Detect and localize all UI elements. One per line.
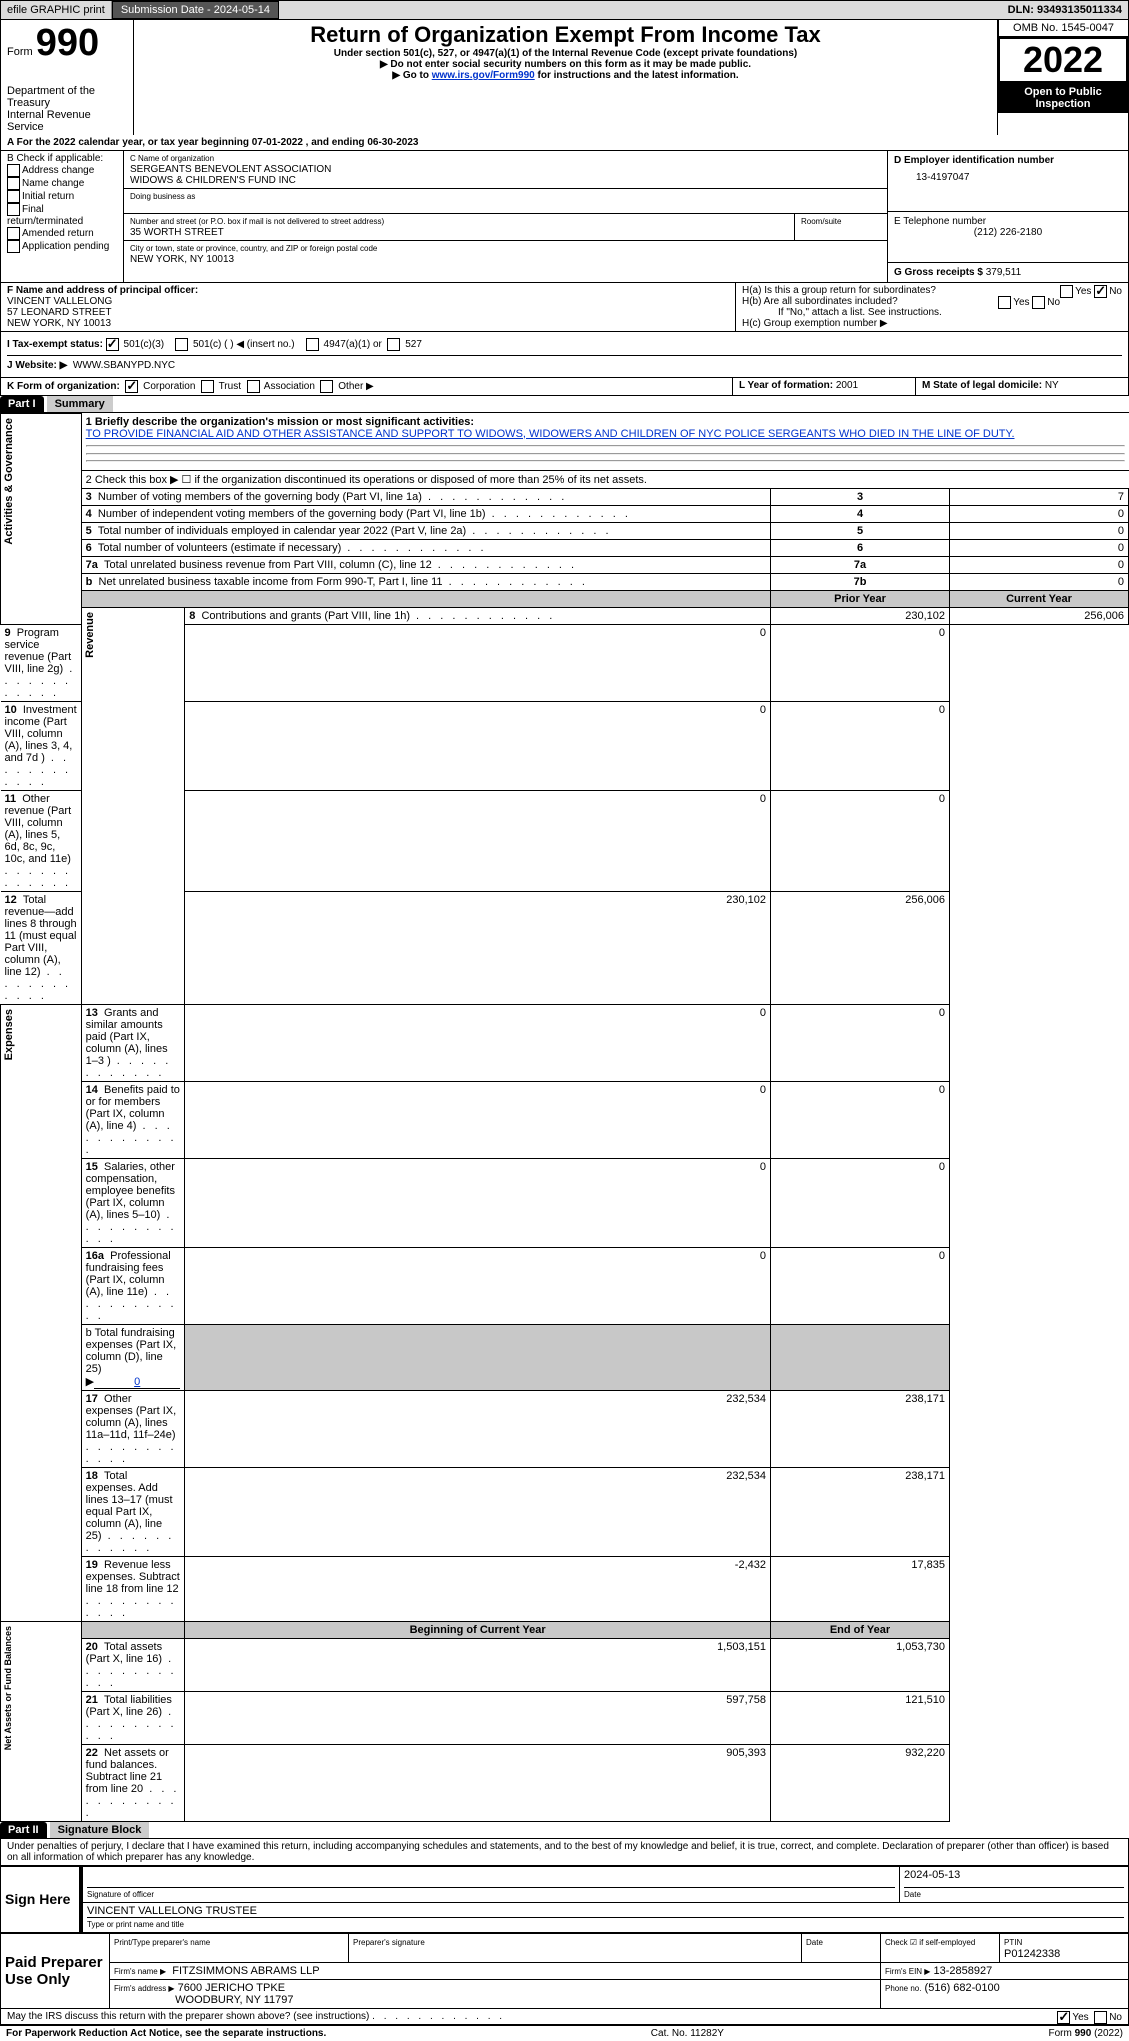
submission-date-button[interactable]: Submission Date - 2024-05-14 bbox=[112, 1, 279, 19]
gross-value: 379,511 bbox=[986, 267, 1021, 278]
preparer-table: Paid Preparer Use Only Print/Type prepar… bbox=[0, 1933, 1129, 2009]
l2: 2 Check this box ▶ ☐ if the organization… bbox=[81, 470, 1128, 488]
form-number: 990 bbox=[36, 22, 99, 64]
part1-hdr: Part I bbox=[0, 396, 44, 412]
sign-here-table: Sign Here Signature of officer 2024-05-1… bbox=[0, 1866, 1129, 1933]
discuss-label: May the IRS discuss this return with the… bbox=[7, 2011, 369, 2022]
c-name-label: C Name of organization bbox=[130, 154, 214, 163]
check-final[interactable] bbox=[7, 203, 20, 216]
check-amended[interactable] bbox=[7, 227, 20, 240]
ein-value: 13-4197047 bbox=[894, 166, 1122, 183]
inspect-1: Open to Public bbox=[1001, 86, 1125, 98]
gross-label: G Gross receipts $ bbox=[894, 267, 983, 278]
i-527[interactable] bbox=[387, 338, 400, 351]
side-ag: Activities & Governance bbox=[1, 414, 17, 549]
firm-name: FITZSIMMONS ABRAMS LLP bbox=[172, 1965, 319, 1977]
prep-phone: (516) 682-0100 bbox=[925, 1982, 1000, 1994]
form-header: Form 990 Department of the Treasury Inte… bbox=[0, 20, 1129, 135]
omb-label: OMB No. 1545-0047 bbox=[998, 20, 1128, 37]
street-label: Number and street (or P.O. box if mail i… bbox=[130, 217, 384, 226]
subtitle-3-pre: ▶ Go to bbox=[392, 70, 431, 81]
l1-label: 1 Briefly describe the organization's mi… bbox=[86, 416, 474, 428]
j-label: J Website: ▶ bbox=[7, 360, 67, 371]
dept-label: Department of the Treasury bbox=[7, 85, 127, 109]
inspect-2: Inspection bbox=[1001, 98, 1125, 110]
tax-year: 2022 bbox=[998, 37, 1128, 83]
footer: For Paperwork Reduction Act Notice, see … bbox=[0, 2025, 1129, 2041]
f-label: F Name and address of principal officer: bbox=[7, 285, 198, 296]
k-trust[interactable] bbox=[201, 380, 214, 393]
irs-label: Internal Revenue Service bbox=[7, 109, 127, 133]
dln-label: DLN: 93493135011334 bbox=[1008, 4, 1128, 16]
side-rev: Revenue bbox=[82, 608, 98, 662]
side-exp: Expenses bbox=[1, 1005, 17, 1064]
subtitle-1: Under section 501(c), 527, or 4947(a)(1)… bbox=[140, 48, 991, 59]
line-a: A For the 2022 calendar year, or tax yea… bbox=[0, 135, 1129, 151]
part1-title: Summary bbox=[47, 396, 113, 412]
subtitle-2: ▶ Do not enter social security numbers o… bbox=[140, 59, 991, 70]
room-label: Room/suite bbox=[801, 217, 841, 226]
website-value: WWW.SBANYPD.NYC bbox=[73, 360, 175, 371]
i-501c[interactable] bbox=[175, 338, 188, 351]
part1-table: Activities & Governance 1 Briefly descri… bbox=[0, 413, 1129, 1822]
footer-center: Cat. No. 11282Y bbox=[651, 2028, 724, 2039]
k-label: K Form of organization: bbox=[7, 381, 120, 392]
part2-hdr: Part II bbox=[0, 1822, 47, 1838]
ha-label: H(a) Is this a group return for subordin… bbox=[742, 285, 936, 296]
sign-here-label: Sign Here bbox=[5, 1891, 70, 1907]
city-value: NEW YORK, NY 10013 bbox=[130, 254, 234, 265]
top-bar: efile GRAPHIC print Submission Date - 20… bbox=[0, 0, 1129, 20]
firm-ein: 13-2858927 bbox=[934, 1965, 993, 1977]
form-prefix: Form bbox=[7, 46, 33, 58]
k-other[interactable] bbox=[320, 380, 333, 393]
check-pending[interactable] bbox=[7, 240, 20, 253]
footer-left: For Paperwork Reduction Act Notice, see … bbox=[6, 2028, 326, 2039]
ha-yes[interactable] bbox=[1060, 285, 1073, 298]
org-name-1: SERGEANTS BENEVOLENT ASSOCIATION bbox=[130, 164, 331, 175]
check-address[interactable] bbox=[7, 164, 20, 177]
state-domicile: NY bbox=[1045, 380, 1059, 391]
dba-label: Doing business as bbox=[130, 192, 195, 201]
declaration: Under penalties of perjury, I declare th… bbox=[0, 1839, 1129, 1866]
check-initial[interactable] bbox=[7, 190, 20, 203]
hb-yes[interactable] bbox=[998, 296, 1011, 309]
hb-label: H(b) Are all subordinates included? bbox=[742, 296, 898, 307]
phone-label: E Telephone number bbox=[894, 216, 1122, 227]
street-value: 35 WORTH STREET bbox=[130, 227, 224, 238]
irs-link[interactable]: www.irs.gov/Form990 bbox=[432, 70, 535, 81]
paid-prep-label: Paid Preparer Use Only bbox=[5, 1954, 103, 1988]
block-b-label: B Check if applicable: bbox=[7, 153, 117, 164]
officer-name: VINCENT VALLELONG bbox=[7, 296, 729, 307]
i-501c3[interactable] bbox=[106, 338, 119, 351]
phone-value: (212) 226-2180 bbox=[894, 227, 1122, 238]
form-title: Return of Organization Exempt From Incom… bbox=[140, 22, 991, 48]
part2-title: Signature Block bbox=[50, 1822, 150, 1838]
org-name-2: WIDOWS & CHILDREN'S FUND INC bbox=[130, 175, 296, 186]
i-label: I Tax-exempt status: bbox=[7, 339, 103, 350]
l1-text[interactable]: TO PROVIDE FINANCIAL AID AND OTHER ASSIS… bbox=[86, 428, 1015, 440]
i-4947[interactable] bbox=[306, 338, 319, 351]
check-name[interactable] bbox=[7, 177, 20, 190]
firm-addr1: 7600 JERICHO TPKE bbox=[178, 1982, 285, 1994]
city-label: City or town, state or province, country… bbox=[130, 244, 377, 253]
hc-label: H(c) Group exemption number ▶ bbox=[742, 318, 1122, 329]
officer-street: 57 LEONARD STREET bbox=[7, 307, 729, 318]
ptin-value: P01242338 bbox=[1004, 1948, 1060, 1960]
hb-no[interactable] bbox=[1032, 296, 1045, 309]
side-net: Net Assets or Fund Balances bbox=[1, 1622, 15, 1754]
year-formation: 2001 bbox=[836, 380, 858, 391]
footer-right: Form 990 (2022) bbox=[1049, 2028, 1123, 2039]
officer-city: NEW YORK, NY 10013 bbox=[7, 318, 729, 329]
subtitle-3-post: for instructions and the latest informat… bbox=[538, 70, 739, 81]
officer-sig-name: VINCENT VALLELONG TRUSTEE bbox=[87, 1905, 1124, 1918]
discuss-yes[interactable] bbox=[1057, 2011, 1070, 2024]
ein-label: D Employer identification number bbox=[894, 155, 1122, 166]
ha-no[interactable] bbox=[1094, 285, 1107, 298]
k-assoc[interactable] bbox=[247, 380, 260, 393]
discuss-no[interactable] bbox=[1094, 2011, 1107, 2024]
hb-note: If "No," attach a list. See instructions… bbox=[742, 307, 1122, 318]
efile-label: efile GRAPHIC print bbox=[1, 1, 112, 19]
firm-addr2: WOODBURY, NY 11797 bbox=[175, 1994, 293, 2006]
k-corp[interactable] bbox=[125, 380, 138, 393]
